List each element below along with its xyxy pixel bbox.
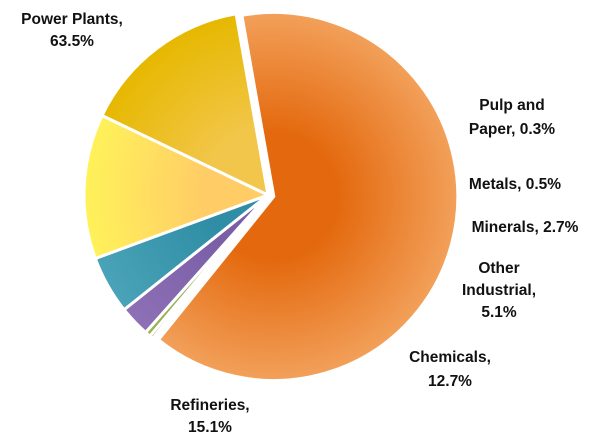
data-label-minerals: Minerals, 2.7% — [472, 219, 579, 236]
pie-slice-power-plants — [156, 10, 460, 382]
data-label-power-plants: Power Plants, 63.5% — [21, 11, 123, 50]
data-labels: Power Plants, 63.5% Pulp and Paper, 0.3% Met… — [21, 11, 578, 436]
pie-slice-chemicals — [82, 114, 270, 260]
data-label-chemicals: Chemicals, 12.7% — [409, 349, 491, 390]
data-label-pulp-and-paper: Pulp and Paper, 0.3% — [469, 97, 555, 138]
pie-slices — [82, 10, 460, 382]
data-label-metals: Metals, 0.5% — [469, 176, 561, 193]
data-label-refineries: Refineries, 15.1% — [170, 397, 249, 436]
pie-slice-refineries — [100, 12, 270, 197]
data-label-other-industrial: Other Industrial, 5.1% — [462, 260, 536, 321]
